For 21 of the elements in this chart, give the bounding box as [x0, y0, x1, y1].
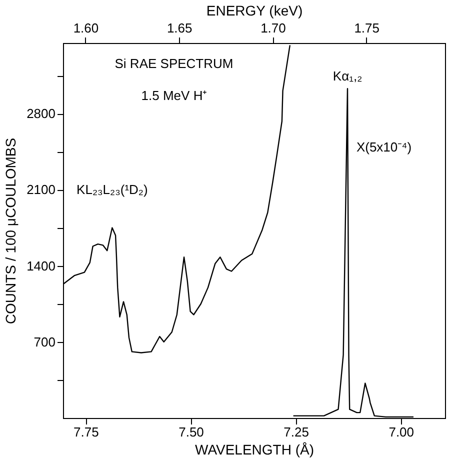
y-tick-label: 2800 — [26, 106, 56, 122]
x2-tick-label: 1.75 — [354, 20, 380, 36]
y-tick-label: 1400 — [26, 258, 56, 274]
annotation: X(5x10⁻⁴) — [356, 139, 412, 154]
x-tick-label: 7.25 — [284, 424, 309, 440]
y-tick-label: 2100 — [26, 182, 56, 198]
x-tick-label: 7.50 — [178, 424, 204, 440]
annotation: Si RAE SPECTRUM — [114, 56, 234, 71]
x2-tick-label: 1.65 — [166, 20, 192, 36]
x-tick-label: 7.75 — [74, 424, 99, 440]
annotation: KL₂₃L₂₃(¹D₂) — [76, 182, 148, 197]
x2-axis-title: ENERGY (keV) — [206, 2, 303, 18]
annotation: 1.5 MeV H⁺ — [141, 88, 207, 103]
annotation: Kα₁,₂ — [332, 68, 362, 84]
x2-tick-label: 1.70 — [260, 20, 286, 36]
x-tick-label: 7.00 — [388, 424, 414, 440]
x-axis-title: WAVELENGTH (Å) — [194, 442, 314, 458]
x2-tick-label: 1.60 — [73, 20, 99, 36]
line-series — [63, 44, 291, 354]
y-tick-label: 700 — [34, 334, 56, 350]
y-axis-title: COUNTS / 100 μCOULOMBS — [2, 138, 19, 324]
